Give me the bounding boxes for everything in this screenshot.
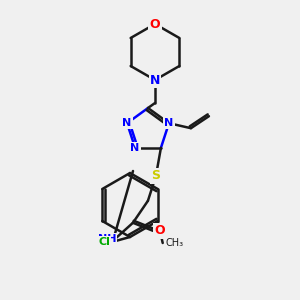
Text: O: O [154, 224, 165, 237]
Text: N: N [164, 118, 173, 128]
Text: Cl: Cl [98, 237, 110, 247]
Text: CH₃: CH₃ [166, 238, 184, 248]
Text: NH: NH [98, 234, 116, 244]
Text: N: N [150, 74, 160, 86]
Text: S: S [152, 169, 160, 182]
Text: N: N [130, 143, 140, 153]
Text: O: O [150, 17, 160, 31]
Text: N: N [122, 118, 132, 128]
